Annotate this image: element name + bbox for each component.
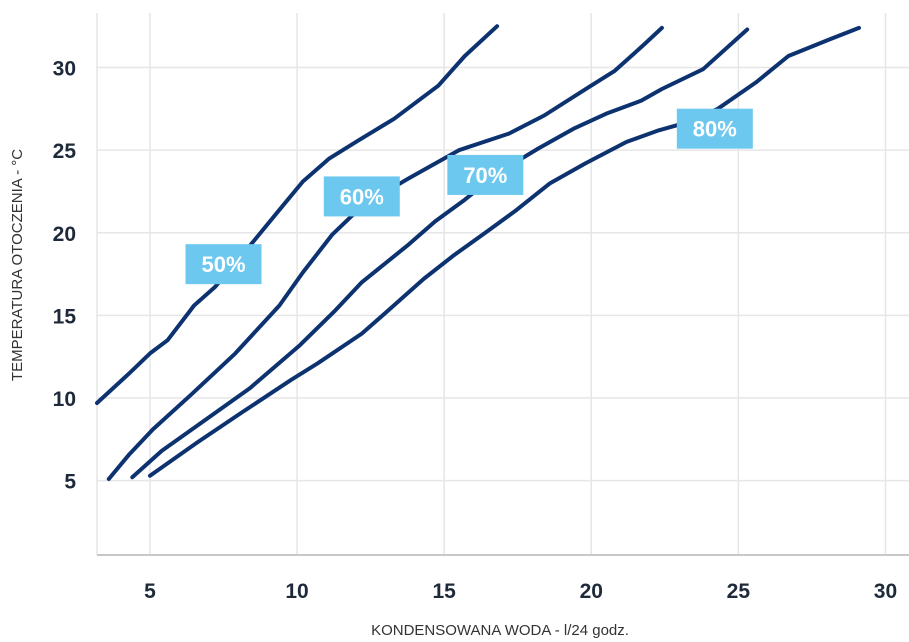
x-tick-label: 10 <box>285 580 308 603</box>
y-tick-label: 10 <box>53 388 76 411</box>
series-line-70-percent <box>130 27 750 480</box>
series-label-box-50-percent <box>185 244 262 285</box>
series-label-80-percent: 80% <box>693 117 737 142</box>
series-label-box-70-percent <box>447 154 524 195</box>
series-line-80-percent <box>148 25 861 478</box>
y-axis-title: TEMPERATURA OTOCZENIA - °C <box>9 149 26 381</box>
series-line-50-percent <box>95 24 500 405</box>
series-label-50-percent: 50% <box>201 252 245 277</box>
y-tick-label: 30 <box>53 58 76 81</box>
series-labels: 50% 60% 70% 80% <box>185 108 753 285</box>
series-label-box-80-percent <box>676 108 753 149</box>
x-tick-label: 15 <box>432 580 456 603</box>
series-label-60-percent: 60% <box>340 184 384 209</box>
y-tick-label: 5 <box>64 471 76 494</box>
x-tick-label: 30 <box>874 580 897 603</box>
series-label-box-60-percent <box>323 176 400 217</box>
x-tick-label: 20 <box>580 580 603 603</box>
x-tick-label: 25 <box>727 580 751 603</box>
tick-labels: 5 10 15 20 25 30 5 10 15 20 25 30 <box>53 58 898 603</box>
x-axis-title: KONDENSOWANA WODA - l/24 godz. <box>371 622 629 639</box>
x-tick-label: 5 <box>144 580 156 603</box>
y-tick-label: 25 <box>53 140 77 163</box>
y-tick-label: 15 <box>53 305 77 328</box>
series-label-70-percent: 70% <box>463 163 507 188</box>
y-tick-label: 20 <box>53 223 76 246</box>
